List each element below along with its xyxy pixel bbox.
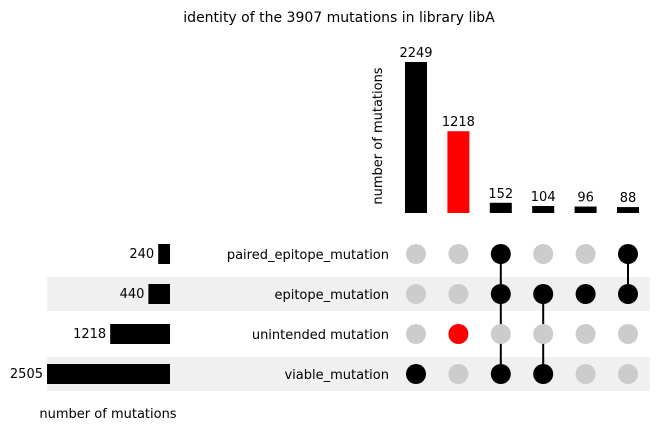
matrix-dot-3-1 (533, 284, 553, 304)
chart-title: identity of the 3907 mutations in librar… (183, 10, 495, 26)
intersection-bar-label-4: 96 (577, 191, 594, 206)
set-size-bar-3 (47, 364, 170, 384)
set-size-bar-1 (148, 284, 170, 304)
intersection-bar-label-0: 2249 (399, 46, 432, 61)
matrix-dot-0-1 (406, 284, 426, 304)
matrix-dot-3-2 (533, 324, 553, 344)
set-size-x-label: number of mutations (39, 407, 176, 422)
intersection-bar-4 (575, 207, 597, 213)
matrix-dot-0-2 (406, 324, 426, 344)
set-size-label-1: 440 (120, 287, 145, 302)
intersection-bars: 2249 1218 152 104 96 88 (399, 46, 639, 213)
matrix-dot-4-3 (576, 364, 596, 384)
intersection-bar-label-5: 88 (620, 191, 637, 206)
matrix-dot-5-2 (618, 324, 638, 344)
matrix-dot-1-0 (448, 244, 468, 264)
matrix-dot-4-2 (576, 324, 596, 344)
set-size-label-3: 2505 (10, 367, 43, 382)
intersection-bar-label-1: 1218 (442, 115, 475, 130)
matrix-dot-2-3 (491, 364, 511, 384)
matrix-dot-0-0 (406, 244, 426, 264)
set-name-0: paired_epitope_mutation (227, 248, 389, 263)
intersection-bar-label-2: 152 (488, 187, 513, 202)
matrix-dot-2-1 (491, 284, 511, 304)
set-name-1: epitope_mutation (274, 288, 389, 303)
matrix-dot-1-1 (448, 284, 468, 304)
matrix-dot-2-2 (491, 324, 511, 344)
set-size-bar-2 (110, 324, 170, 344)
intersection-bar-0 (405, 62, 427, 213)
matrix-dot-3-0 (533, 244, 553, 264)
matrix-dot-0-3 (406, 364, 426, 384)
matrix-dot-3-3 (533, 364, 553, 384)
matrix-dot-5-1 (618, 284, 638, 304)
set-name-2: unintended mutation (252, 328, 389, 343)
intersection-bar-label-3: 104 (531, 190, 556, 205)
set-size-label-2: 1218 (73, 327, 106, 342)
matrix-dot-1-3 (448, 364, 468, 384)
matrix-dot-4-0 (576, 244, 596, 264)
set-name-3: viable_mutation (284, 368, 389, 383)
matrix-dot-1-2 (448, 324, 468, 344)
intersection-bar-1 (447, 131, 469, 213)
matrix-dot-5-3 (618, 364, 638, 384)
matrix-dot-5-0 (618, 244, 638, 264)
set-size-bar-0 (158, 244, 170, 264)
intersection-bar-5 (617, 207, 639, 213)
set-size-label-0: 240 (129, 247, 154, 262)
intersection-y-label: number of mutations (371, 67, 386, 204)
matrix-dot-2-0 (491, 244, 511, 264)
intersection-bar-3 (532, 206, 554, 213)
intersection-bar-2 (490, 203, 512, 213)
matrix-dot-4-1 (576, 284, 596, 304)
